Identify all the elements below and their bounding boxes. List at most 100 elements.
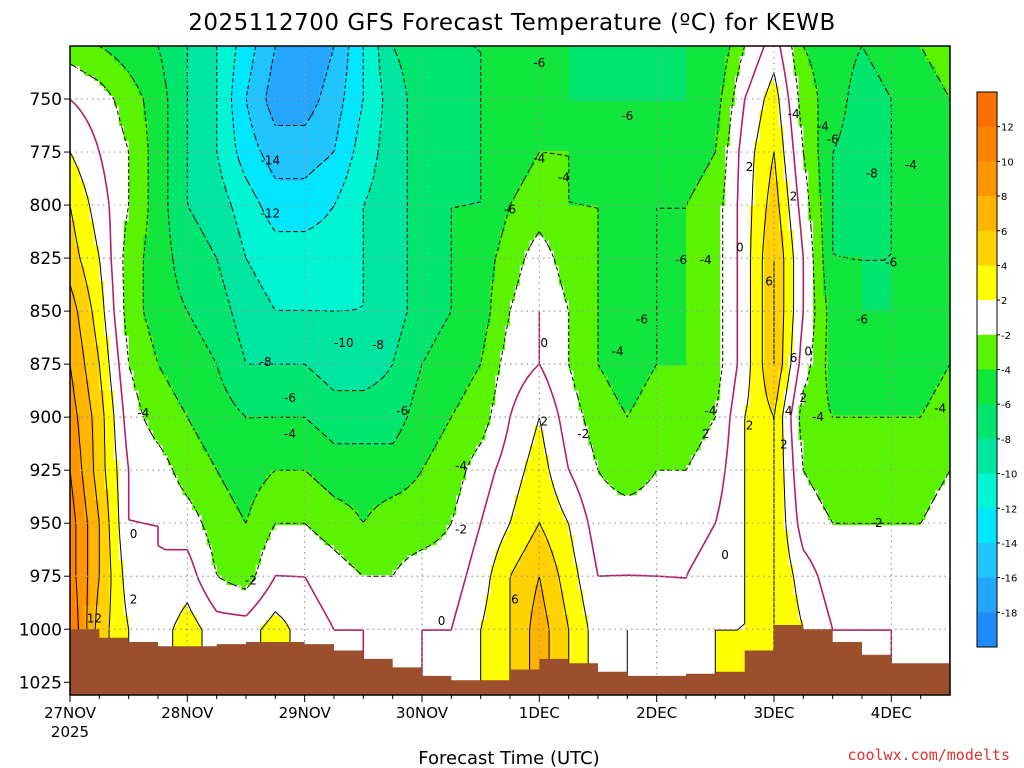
field-cell — [74, 175, 81, 182]
field-cell — [588, 85, 594, 92]
field-cell — [378, 125, 384, 132]
field-cell — [167, 145, 174, 152]
field-cell — [246, 120, 252, 127]
field-cell — [470, 85, 477, 92]
field-cell — [143, 46, 149, 52]
field-cell — [583, 70, 589, 77]
field-cell — [265, 110, 272, 117]
field-cell — [837, 165, 844, 172]
field-cell — [847, 145, 853, 152]
field-cell — [676, 115, 682, 122]
field-cell — [426, 65, 433, 72]
field-cell — [896, 80, 902, 87]
field-cell — [231, 105, 237, 112]
field-cell — [177, 150, 184, 157]
field-cell — [940, 155, 946, 162]
field-cell — [275, 60, 281, 67]
field-cell — [842, 135, 848, 142]
field-cell — [451, 145, 457, 152]
field-cell — [622, 80, 628, 87]
field-cell — [862, 55, 868, 62]
field-cell — [852, 140, 858, 147]
field-cell — [725, 160, 731, 167]
field-cell — [470, 180, 477, 187]
field-cell — [651, 180, 658, 187]
field-cell — [681, 85, 687, 92]
field-cell — [862, 165, 868, 172]
field-cell — [544, 55, 550, 62]
field-cell — [172, 155, 179, 162]
field-cell — [470, 155, 477, 162]
field-cell — [827, 170, 834, 177]
field-cell — [153, 105, 159, 112]
field-cell — [373, 135, 379, 142]
field-cell — [754, 120, 760, 127]
field-cell — [456, 135, 462, 142]
field-cell — [431, 105, 438, 112]
field-cell — [402, 145, 408, 152]
field-cell — [705, 145, 712, 152]
field-cell — [466, 55, 472, 62]
field-cell — [583, 120, 589, 127]
field-cell — [70, 150, 76, 157]
field-cell — [798, 80, 804, 87]
field-cell — [431, 90, 438, 97]
field-cell — [123, 150, 130, 157]
field-cell — [285, 180, 291, 187]
field-cell — [602, 165, 609, 172]
field-cell — [104, 135, 110, 142]
field-cell — [529, 135, 536, 142]
field-cell — [197, 140, 203, 147]
field-cell — [651, 95, 658, 102]
field-cell — [226, 60, 232, 67]
field-cell — [104, 145, 110, 152]
field-cell — [539, 115, 545, 122]
field-cell — [109, 125, 115, 132]
field-cell — [407, 95, 413, 102]
field-cell — [167, 70, 174, 77]
field-cell — [143, 90, 149, 97]
field-cell — [881, 80, 888, 87]
field-cell — [554, 80, 560, 87]
field-cell — [505, 75, 511, 82]
field-cell — [510, 125, 516, 132]
field-cell — [480, 130, 487, 137]
field-cell — [632, 160, 638, 167]
field-cell — [236, 170, 242, 177]
field-cell — [456, 60, 462, 67]
field-cell — [294, 135, 301, 142]
field-cell — [744, 165, 751, 172]
field-cell — [285, 85, 291, 92]
field-cell — [162, 120, 169, 127]
field-cell — [260, 150, 267, 157]
field-cell — [426, 50, 433, 57]
field-cell — [705, 55, 712, 62]
field-cell — [123, 180, 130, 187]
field-cell — [290, 170, 296, 177]
field-cell — [128, 120, 135, 127]
field-cell — [910, 150, 917, 157]
field-cell — [539, 130, 545, 137]
field-cell — [578, 130, 584, 137]
field-cell — [583, 155, 589, 162]
field-cell — [290, 180, 296, 187]
field-cell — [79, 150, 86, 157]
field-cell — [265, 160, 272, 167]
field-cell — [368, 110, 374, 117]
field-cell — [436, 170, 443, 177]
field-cell — [99, 145, 105, 152]
field-cell — [617, 90, 624, 97]
field-cell — [549, 80, 555, 87]
field-cell — [705, 150, 712, 157]
field-cell — [138, 115, 144, 122]
field-cell — [172, 175, 179, 182]
field-cell — [329, 175, 335, 182]
field-cell — [847, 50, 853, 57]
field-cell — [441, 170, 448, 177]
field-cell — [632, 90, 638, 97]
field-cell — [265, 90, 272, 97]
field-cell — [158, 130, 164, 137]
field-cell — [925, 150, 932, 157]
field-cell — [920, 90, 927, 97]
field-cell — [158, 100, 164, 107]
